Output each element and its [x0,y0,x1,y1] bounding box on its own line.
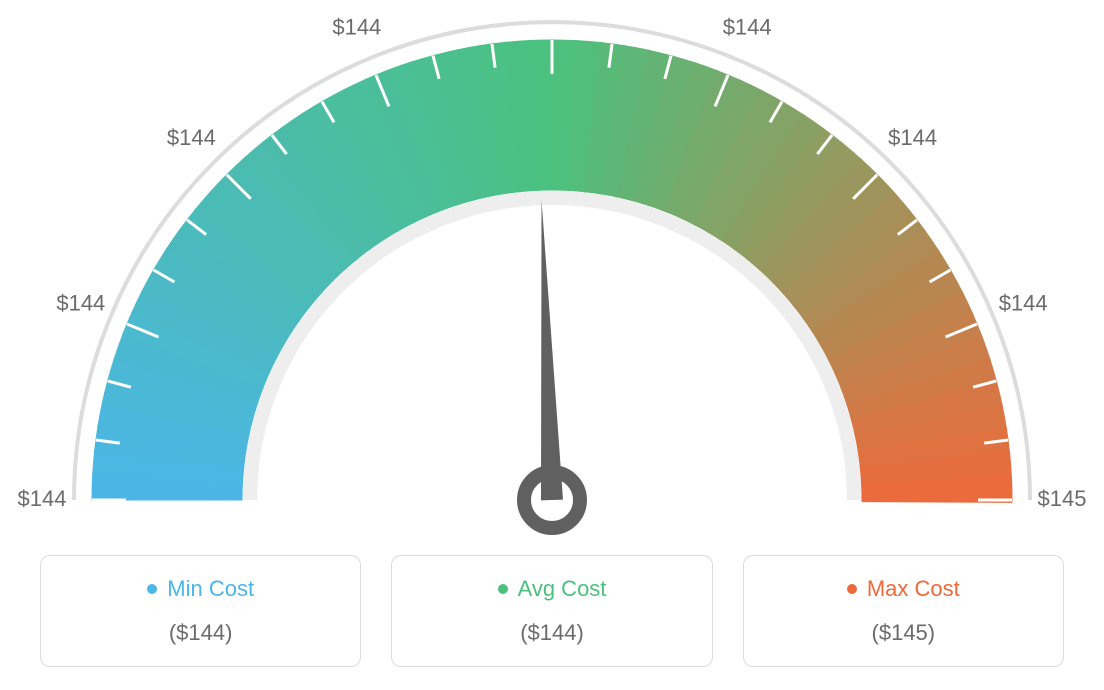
svg-text:$144: $144 [528,0,577,1]
legend-card-min: Min Cost ($144) [40,555,361,667]
legend-dot-max [847,584,857,594]
legend-title-max: Max Cost [847,576,960,602]
legend-label-avg: Avg Cost [518,576,607,602]
legend-value-min: ($144) [51,620,350,646]
legend-title-min: Min Cost [147,576,254,602]
svg-text:$144: $144 [332,15,381,40]
legend-value-avg: ($144) [402,620,701,646]
legend-title-avg: Avg Cost [498,576,607,602]
svg-text:$144: $144 [18,486,67,511]
legend-value-max: ($145) [754,620,1053,646]
svg-text:$144: $144 [999,291,1048,316]
legend-dot-min [147,584,157,594]
svg-text:$144: $144 [56,291,105,316]
legend-card-max: Max Cost ($145) [743,555,1064,667]
legend-card-avg: Avg Cost ($144) [391,555,712,667]
svg-text:$145: $145 [1038,486,1087,511]
gauge-svg: $144 $144 $144 $144 $144 $144 $144 $144 $145 [0,0,1104,535]
legend-label-max: Max Cost [867,576,960,602]
svg-text:$144: $144 [723,15,772,40]
legend-dot-avg [498,584,508,594]
gauge-chart: $144 $144 $144 $144 $144 $144 $144 $144 $145 [0,0,1104,535]
legend-label-min: Min Cost [167,576,254,602]
svg-text:$144: $144 [167,125,216,150]
cost-gauge-widget: $144 $144 $144 $144 $144 $144 $144 $144 $145 Min… [0,0,1104,690]
svg-text:$144: $144 [888,125,937,150]
legend-row: Min Cost ($144) Avg Cost ($144) Max Cost… [0,555,1104,667]
